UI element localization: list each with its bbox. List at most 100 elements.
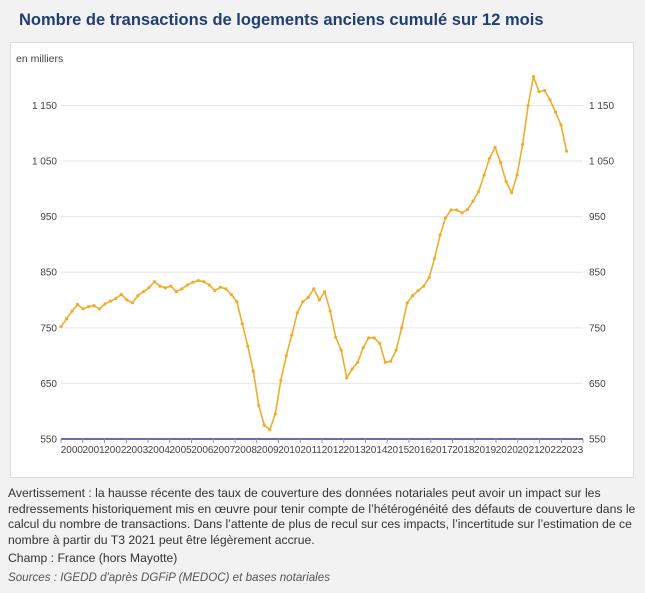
- data-point: [323, 290, 327, 294]
- y-axis-unit-label: en milliers: [16, 53, 63, 65]
- data-point: [438, 233, 442, 237]
- data-point: [317, 298, 321, 302]
- data-point: [224, 287, 228, 291]
- data-point: [191, 280, 195, 284]
- data-point: [92, 304, 96, 308]
- data-point: [240, 322, 244, 326]
- y-tick-label-right: 650: [589, 379, 606, 390]
- data-point: [235, 300, 239, 304]
- data-point: [559, 123, 563, 127]
- data-point: [405, 301, 409, 305]
- x-tick-label: 2009: [257, 445, 280, 456]
- data-point: [389, 359, 393, 363]
- data-point: [213, 289, 217, 293]
- data-point: [59, 325, 63, 329]
- y-tick-label-left: 950: [40, 212, 57, 223]
- data-point: [246, 344, 250, 348]
- x-tick-label: 2022: [539, 445, 562, 456]
- data-point: [542, 88, 547, 93]
- data-point: [174, 290, 178, 294]
- y-tick-label-left: 1 150: [32, 101, 57, 112]
- x-tick-label: 2019: [474, 445, 497, 456]
- data-point: [427, 276, 431, 280]
- x-tick-label: 2010: [278, 445, 301, 456]
- y-tick-label-left: 850: [40, 268, 57, 279]
- data-point: [229, 292, 233, 297]
- series-layer: [60, 75, 568, 431]
- data-point: [466, 207, 470, 211]
- data-point: [218, 285, 222, 289]
- data-point: [422, 284, 426, 288]
- x-tick-label: 2020: [496, 445, 519, 456]
- x-tick-label: 2014: [365, 445, 388, 456]
- x-tick-label: 2023: [561, 445, 584, 456]
- x-tick-label: 2000: [61, 445, 84, 456]
- x-tick-label: 2013: [344, 445, 367, 456]
- data-point: [378, 341, 382, 345]
- y-tick-label-left: 750: [40, 323, 57, 334]
- data-point: [433, 256, 437, 260]
- data-point: [207, 283, 211, 287]
- data-point: [284, 354, 288, 358]
- x-tick-label: 2021: [518, 445, 541, 456]
- y-tick-label-right: 1 150: [589, 101, 614, 112]
- x-tick-label: 2005: [170, 445, 193, 456]
- data-point: [553, 110, 558, 114]
- data-point: [477, 190, 481, 194]
- data-point: [488, 156, 492, 160]
- data-point: [75, 302, 80, 307]
- data-point: [268, 428, 272, 432]
- x-tick-label: 2006: [191, 445, 214, 456]
- data-point: [64, 317, 69, 321]
- data-point: [196, 279, 200, 283]
- x-tick-label: 2007: [213, 445, 236, 456]
- data-point: [367, 336, 371, 340]
- y-tick-label-right: 750: [589, 323, 606, 334]
- data-point: [460, 211, 464, 215]
- data-point: [108, 299, 113, 303]
- data-point: [339, 348, 343, 352]
- data-point: [400, 326, 404, 330]
- data-point: [141, 290, 145, 294]
- data-point: [328, 309, 332, 313]
- data-point: [548, 98, 552, 102]
- points-layer: [59, 75, 569, 432]
- data-point: [372, 336, 376, 340]
- data-point: [334, 335, 338, 339]
- y-tick-label-right: 950: [589, 212, 606, 223]
- y-tick-label-right: 1 050: [589, 157, 614, 168]
- series-line: [60, 75, 568, 431]
- page-title: Nombre de transactions de logements anci…: [19, 11, 544, 29]
- data-point: [361, 346, 365, 350]
- data-point: [295, 311, 299, 315]
- data-point: [114, 296, 118, 300]
- x-tick-label: 2017: [431, 445, 454, 456]
- data-point: [416, 289, 420, 293]
- y-axis-right-labels: 550 650 750 850 950 1 050 1 150: [589, 101, 614, 446]
- y-tick-label-right: 550: [589, 435, 606, 446]
- data-point: [262, 423, 266, 427]
- data-point: [356, 360, 360, 364]
- x-tick-label: 2015: [387, 445, 410, 456]
- data-point: [147, 286, 151, 290]
- x-tick-label: 2004: [148, 445, 171, 456]
- data-point: [273, 412, 277, 416]
- data-point: [455, 208, 459, 212]
- y-tick-label-left: 1 050: [32, 157, 57, 168]
- data-point: [306, 295, 310, 299]
- data-point: [499, 161, 503, 165]
- data-point: [515, 173, 519, 177]
- data-point: [449, 208, 453, 212]
- y-tick-label-right: 850: [589, 268, 606, 279]
- x-tick-label: 2003: [126, 445, 149, 456]
- data-point: [383, 360, 387, 364]
- data-point: [471, 199, 475, 203]
- data-point: [103, 302, 107, 306]
- data-point: [510, 191, 514, 195]
- sources-note: Sources : IGEDD d'après DGFiP (MEDOC) et…: [8, 571, 331, 584]
- data-point: [521, 142, 525, 146]
- data-point: [345, 376, 349, 380]
- x-tick-label: 2002: [104, 445, 127, 456]
- data-point: [163, 286, 167, 290]
- x-tick-label: 2008: [235, 445, 258, 456]
